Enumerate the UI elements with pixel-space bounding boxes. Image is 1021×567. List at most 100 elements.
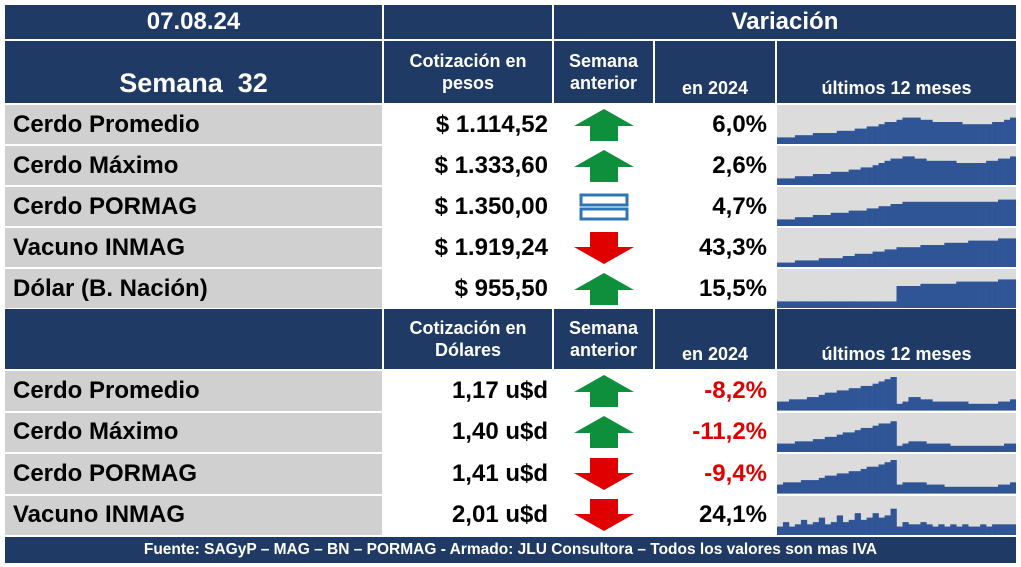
blank-header [383, 4, 553, 40]
spark-bar [1004, 158, 1011, 185]
spark-bar [818, 517, 826, 535]
spark-bar [866, 427, 873, 452]
spark-bar [920, 119, 927, 144]
col-12m-header-2: últimos 12 meses [776, 308, 1017, 370]
spark-bar [926, 201, 933, 226]
spark-bar [944, 283, 951, 308]
spark-bar [998, 279, 1005, 308]
spark-bar [884, 422, 891, 452]
spark-bar [818, 215, 826, 226]
spark-bar [932, 245, 939, 267]
spark-bar [944, 160, 951, 185]
spark-bar [860, 385, 867, 411]
spark-bar [1010, 199, 1016, 226]
row-value: $ 955,50 [383, 268, 553, 309]
spark-bar [854, 128, 861, 144]
sparkline [776, 145, 1017, 186]
spark-bar [998, 523, 1005, 535]
date-header: 07.08.24 [4, 4, 383, 40]
col-prev-week-header-2: Semana anterior [553, 308, 654, 370]
spark-bar [890, 122, 897, 144]
spark-bar [830, 521, 838, 535]
spark-bar [908, 482, 915, 494]
spark-bar [896, 484, 903, 494]
spark-bar [974, 281, 981, 308]
sparkline [776, 268, 1017, 309]
arrow-up-icon [573, 149, 634, 182]
spark-bar [998, 238, 1005, 267]
spark-bar [980, 281, 987, 308]
spark-bar [980, 403, 987, 411]
sparkline-chart [777, 508, 1016, 535]
spark-bar [800, 480, 808, 494]
spark-bar [974, 486, 981, 494]
spark-bar [788, 219, 796, 226]
spark-bar [824, 133, 832, 144]
spark-bar [968, 403, 975, 411]
spark-bar [782, 443, 790, 452]
spark-bar [806, 176, 814, 185]
row-pct-2024: 6,0% [654, 104, 776, 145]
spark-bar [800, 260, 808, 267]
spark-bar [806, 260, 814, 267]
spark-bar [944, 242, 951, 267]
spark-bar [920, 245, 927, 267]
spark-bar [998, 122, 1005, 144]
spark-bar [896, 526, 903, 535]
spark-bar [914, 247, 921, 267]
spark-bar [842, 390, 849, 411]
spark-bar [974, 240, 981, 267]
spark-bar [896, 286, 903, 308]
spark-bar [800, 176, 808, 185]
spark-bar [962, 163, 969, 185]
equal-icon [579, 193, 628, 220]
spark-bar [860, 128, 867, 144]
spark-bar [986, 124, 993, 144]
spark-bar [956, 242, 963, 267]
spark-bar [932, 526, 939, 535]
spark-bar [998, 199, 1005, 226]
spark-bar [848, 210, 855, 226]
spark-bar [788, 262, 796, 267]
spark-bar [860, 427, 867, 452]
spark-bar [788, 137, 796, 144]
spark-bar [1004, 238, 1011, 267]
spark-bar [962, 445, 969, 452]
spark-bar [848, 519, 855, 535]
spark-bar [908, 440, 915, 452]
spark-bar [986, 526, 993, 535]
spark-bar [836, 301, 844, 308]
spark-bar [824, 523, 832, 535]
spark-bar [908, 201, 915, 226]
arrow-up-icon [573, 416, 634, 449]
spark-bar [944, 401, 951, 411]
spark-bar [914, 117, 921, 144]
sparkline-chart [777, 460, 1016, 494]
row-pct-2024: 15,5% [654, 268, 776, 309]
spark-bar [777, 178, 784, 185]
spark-bar [920, 521, 927, 535]
spark-bar [902, 521, 909, 535]
spark-bar [794, 135, 802, 144]
spark-bar [902, 117, 909, 144]
quotation-board: 07.08.24 Variación Semana 32 Cotización … [4, 4, 1017, 564]
trend-cell [553, 453, 654, 495]
spark-bar [884, 514, 891, 535]
spark-bar [800, 135, 808, 144]
spark-bar [830, 301, 838, 308]
spark-bar [824, 475, 832, 494]
spark-bar [884, 249, 891, 267]
spark-bar [938, 160, 945, 185]
row-label: Vacuno INMAG [4, 227, 383, 268]
sparkline [776, 494, 1017, 536]
spark-bar [777, 443, 784, 452]
spark-bar [872, 251, 879, 267]
spark-bar [818, 258, 826, 267]
spark-bar [812, 521, 820, 535]
spark-bar [824, 301, 832, 308]
spark-bar [980, 163, 987, 185]
spark-bar [902, 482, 909, 494]
row-pct-2024: 24,1% [654, 494, 776, 536]
spark-bar [866, 517, 873, 535]
spark-bar [854, 388, 861, 411]
